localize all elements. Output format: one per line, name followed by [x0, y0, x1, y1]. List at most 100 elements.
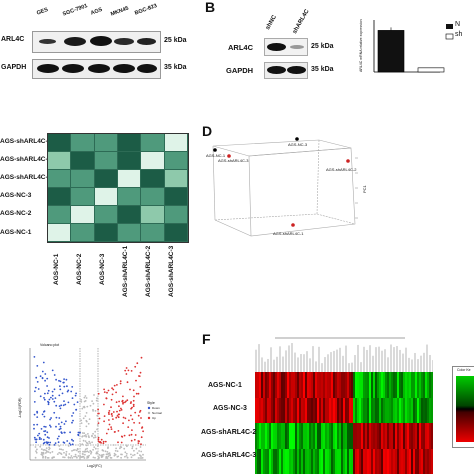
volcano-point [44, 455, 47, 458]
heatmap-cell [48, 224, 71, 241]
volcano-point [138, 422, 141, 424]
heatmap-stripe [329, 372, 332, 398]
band [113, 64, 135, 73]
volcano-point [59, 425, 62, 428]
volcano-point [94, 430, 97, 433]
heatmap-stripe [345, 423, 348, 449]
volcano-point [58, 405, 61, 407]
heatmap-stripe [355, 423, 358, 449]
heatmap-stripe [349, 397, 352, 423]
volcano-point [117, 441, 119, 444]
heatmap-stripe [417, 448, 420, 474]
heatmap-stripe [429, 397, 432, 423]
volcano-point [67, 456, 70, 458]
heatmap-stripe [337, 397, 340, 423]
volcano-point [87, 433, 89, 435]
heatmap-stripe [343, 372, 346, 398]
volcano-point [79, 431, 81, 434]
heatmap-stripe [401, 448, 404, 474]
volcano-point [74, 394, 77, 397]
volcano-point [113, 384, 116, 387]
panel-b-letter: B [205, 0, 216, 15]
heatmap-cell [94, 134, 117, 151]
heatmap-stripe [427, 423, 430, 449]
panel-e-legend-normal: Normal [152, 411, 162, 415]
heatmap-stripe [329, 423, 332, 449]
volcano-point [130, 439, 133, 442]
volcano-point [126, 381, 129, 384]
heatmap-stripe [281, 423, 284, 449]
band [290, 45, 304, 49]
heatmap-stripe [361, 397, 364, 423]
volcano-point [132, 403, 135, 406]
heatmap-stripe [411, 397, 414, 423]
volcano-point [35, 376, 38, 379]
volcano-point [107, 455, 110, 458]
heatmap-stripe [319, 448, 322, 474]
volcano-point [60, 453, 63, 455]
volcano-point [51, 451, 54, 453]
volcano-point [130, 433, 133, 436]
volcano-point [136, 452, 139, 455]
heatmap-stripe [299, 423, 302, 449]
heatmap-stripe [287, 397, 290, 423]
panel-f-letter: F [202, 331, 211, 347]
volcano-point [36, 381, 39, 383]
volcano-point [131, 447, 134, 450]
heatmap-stripe [279, 397, 282, 423]
heatmap-stripe [389, 448, 392, 474]
heatmap-stripe [321, 423, 324, 449]
heatmap-stripe [321, 448, 324, 474]
volcano-point [120, 407, 122, 410]
heatmap-stripe [365, 448, 368, 474]
volcano-point [113, 452, 116, 455]
heatmap-stripe [413, 397, 416, 423]
volcano-point [98, 417, 101, 420]
volcano-point [96, 428, 98, 431]
volcano-point [36, 410, 38, 413]
volcano-point [48, 443, 51, 446]
volcano-point [81, 443, 84, 446]
panel-a-sample-3: AGS [90, 6, 104, 17]
volcano-point [80, 401, 83, 403]
volcano-point [42, 438, 45, 441]
volcano-point [117, 413, 120, 416]
heatmap-stripe [325, 397, 328, 423]
volcano-point [88, 436, 90, 439]
volcano-point [91, 435, 93, 438]
volcano-point [122, 395, 124, 398]
heatmap-stripe [373, 397, 376, 423]
heatmap-cell [141, 170, 164, 187]
volcano-point [110, 426, 112, 428]
heatmap-stripe [323, 397, 326, 423]
heatmap-stripe [269, 397, 272, 423]
heatmap-stripe [363, 423, 366, 449]
heatmap-stripe [357, 372, 360, 398]
band [287, 66, 306, 74]
volcano-point [98, 454, 101, 456]
heatmap-stripe [359, 372, 362, 398]
heatmap-stripe [327, 448, 330, 474]
volcano-point [116, 450, 119, 453]
panel-b-legend-nc: N [455, 21, 461, 28]
panel-b-sample-1: shNC [265, 14, 279, 32]
panel-e-legend-down: Down [152, 406, 160, 410]
volcano-point [87, 451, 90, 453]
volcano-point [96, 452, 99, 455]
heatmap-stripe [325, 423, 328, 449]
volcano-point [100, 438, 103, 441]
heatmap-cell [164, 224, 187, 241]
heatmap-stripe [429, 372, 432, 398]
volcano-point [123, 447, 126, 450]
volcano-point [58, 394, 61, 397]
heatmap-stripe [257, 397, 260, 423]
heatmap-stripe [393, 423, 396, 449]
heatmap-stripe [411, 423, 414, 449]
volcano-point [71, 386, 74, 388]
heatmap-cell [164, 134, 187, 151]
heatmap-stripe [279, 448, 282, 474]
legend-swatch-nc [446, 24, 453, 29]
panel-c-row-5: AGS-NC-2 [0, 210, 32, 217]
heatmap-stripe [317, 397, 320, 423]
volcano-point [43, 415, 46, 418]
